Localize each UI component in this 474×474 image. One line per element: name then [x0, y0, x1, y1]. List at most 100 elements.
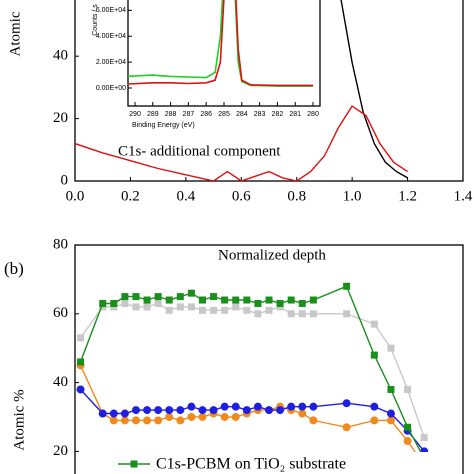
marker — [403, 437, 412, 446]
marker — [77, 358, 85, 366]
series-line — [128, 0, 313, 87]
marker — [198, 306, 206, 314]
y-tick-label: 20 — [53, 443, 68, 459]
marker — [187, 412, 196, 421]
legend-box — [112, 452, 432, 474]
marker — [121, 299, 129, 307]
marker — [132, 303, 140, 311]
marker — [287, 296, 295, 304]
x-tick-label: 289 — [147, 111, 159, 118]
marker — [209, 406, 218, 415]
marker — [298, 402, 307, 411]
marker — [176, 303, 184, 311]
y-tick-label: 0 — [61, 172, 69, 188]
marker — [131, 416, 140, 425]
marker — [386, 416, 395, 425]
marker — [176, 416, 185, 425]
x-tick-label: 283 — [254, 111, 266, 118]
marker — [231, 412, 240, 421]
plot-frame — [74, 244, 464, 474]
marker — [110, 299, 118, 307]
marker — [254, 299, 262, 307]
series-line — [75, 105, 408, 181]
y-tick-label: 40 — [53, 48, 68, 64]
marker — [276, 299, 284, 307]
y-tick-label: 60 — [53, 305, 68, 321]
marker — [309, 402, 318, 411]
marker — [343, 310, 351, 318]
marker — [120, 409, 129, 418]
marker — [265, 306, 273, 314]
y-tick-label: 4.00E+04 — [96, 33, 126, 40]
plot-frame — [127, 0, 321, 107]
marker — [253, 402, 262, 411]
marker — [154, 299, 162, 307]
y-axis-label: Atomic % — [11, 389, 27, 450]
x-tick-label: 1.4 — [454, 188, 473, 204]
marker — [143, 416, 152, 425]
marker — [121, 293, 129, 301]
marker — [131, 406, 140, 415]
x-tick-label: 282 — [272, 111, 284, 118]
y-tick-label: 2.00E+04 — [96, 59, 126, 66]
marker — [265, 296, 273, 304]
marker — [98, 409, 107, 418]
marker — [386, 409, 395, 418]
marker — [309, 310, 317, 318]
x-tick-label: 286 — [200, 111, 212, 118]
marker — [143, 406, 152, 415]
marker — [231, 402, 240, 411]
marker — [165, 406, 174, 415]
marker — [232, 303, 240, 311]
marker — [370, 402, 379, 411]
x-tick-label: 285 — [218, 111, 230, 118]
marker — [404, 423, 412, 431]
marker — [154, 416, 163, 425]
x-tick-label: 0.4 — [176, 188, 195, 204]
y-axis-label: Atomic — [7, 11, 23, 56]
legend-marker — [130, 460, 138, 468]
x-tick-label: 0.0 — [66, 188, 85, 204]
marker — [220, 412, 229, 421]
marker — [187, 289, 195, 297]
marker — [165, 306, 173, 314]
marker — [242, 406, 251, 415]
x-tick-label: 284 — [236, 111, 248, 118]
marker — [220, 402, 229, 411]
panel-label: (b) — [4, 259, 24, 278]
x-axis-label: Normalized depth — [218, 247, 326, 263]
y-tick-label: 0.00E+00 — [96, 85, 126, 92]
marker — [176, 406, 185, 415]
x-tick-label: 0.2 — [121, 188, 140, 204]
marker — [109, 416, 118, 425]
marker — [109, 409, 118, 418]
marker — [120, 416, 129, 425]
marker — [210, 293, 218, 301]
y-tick-label: 6.00E+04 — [96, 7, 126, 14]
y-tick-label: 80 — [53, 236, 68, 252]
plot-area — [75, 0, 408, 181]
marker — [132, 293, 140, 301]
inset-y-label: Counts / s — [92, 4, 99, 36]
marker — [165, 296, 173, 304]
marker — [287, 310, 295, 318]
marker — [370, 351, 378, 359]
marker — [342, 423, 351, 432]
marker — [343, 282, 351, 290]
marker — [387, 385, 395, 393]
marker — [254, 310, 262, 318]
marker — [243, 296, 251, 304]
x-tick-label: 1.0 — [343, 188, 362, 204]
marker — [298, 299, 306, 307]
marker — [420, 434, 428, 442]
marker — [187, 402, 196, 411]
marker — [298, 310, 306, 318]
x-tick-label: 287 — [183, 111, 195, 118]
annotation: C1s- additional component — [118, 143, 281, 159]
plot-frame — [74, 0, 464, 182]
marker — [342, 399, 351, 408]
x-tick-label: 281 — [289, 111, 301, 118]
marker — [187, 303, 195, 311]
legend-label: C1s-PCBM on TiO₂ substrate — [156, 456, 346, 473]
